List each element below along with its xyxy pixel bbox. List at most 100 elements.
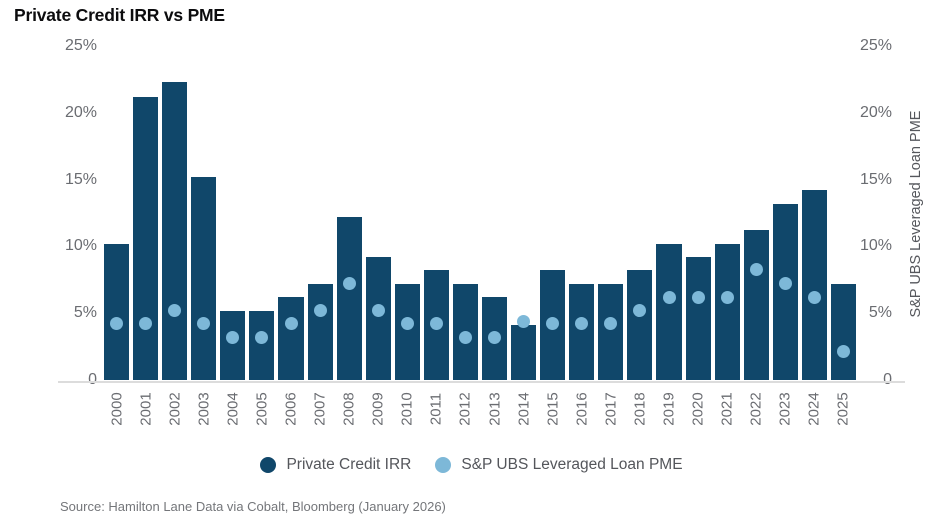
pme-dot: [720, 290, 734, 304]
x-tick: 2004: [220, 380, 245, 438]
source-note: Source: Hamilton Lane Data via Cobalt, B…: [60, 499, 446, 514]
irr-bar: [685, 257, 711, 380]
x-tick-label: 2011: [427, 392, 445, 426]
legend-item-private-credit-irr: Private Credit IRR: [260, 456, 411, 474]
irr-bar: [830, 283, 857, 380]
pme-dot: [517, 314, 531, 328]
y-tick-label-right: 0: [883, 371, 892, 388]
irr-bar: [365, 257, 391, 380]
irr-bar: [162, 82, 188, 380]
irr-legend-label: Private Credit IRR: [286, 456, 412, 473]
irr-bar: [220, 310, 246, 380]
x-tick: 2008: [337, 380, 362, 438]
irr-legend-swatch-icon: [260, 457, 277, 473]
x-tick: 2003: [191, 380, 216, 438]
bar-column-2002: 2002: [162, 46, 188, 426]
irr-bar: [511, 325, 537, 380]
x-tick-label: 2010: [398, 392, 416, 426]
pme-legend-swatch-icon: [435, 457, 452, 473]
legend: Private Credit IRR S&P UBS Leveraged Loa…: [0, 456, 943, 474]
x-tick-label: 2015: [544, 392, 562, 426]
bar-column-2014: 2014: [511, 46, 537, 426]
bar-column-2017: 2017: [598, 46, 624, 426]
pme-dot: [836, 345, 850, 359]
irr-bar: [249, 310, 275, 380]
irr-bar: [627, 270, 653, 380]
x-tick: 2010: [395, 380, 420, 438]
x-tick: 2020: [686, 380, 711, 438]
x-tick: 2001: [133, 380, 158, 438]
irr-bar: [714, 243, 740, 380]
y-tick-label-right: 5%: [868, 304, 892, 322]
x-tick-label: 2014: [515, 392, 533, 426]
pme-dot: [575, 317, 589, 331]
pme-dot: [168, 304, 182, 317]
irr-bar: [336, 217, 362, 380]
x-tick: 2021: [715, 380, 740, 438]
pme-dot: [429, 317, 443, 331]
pme-dot: [662, 290, 676, 304]
bar-column-2021: 2021: [714, 46, 740, 426]
x-tick-label: 2002: [166, 392, 184, 426]
x-tick-label: 2016: [573, 392, 591, 426]
chart-title: Private Credit IRR vs PME: [14, 5, 225, 25]
bar-column-2018: 2018: [627, 46, 653, 426]
right-axis-title: S&P UBS Leveraged Loan PME: [908, 110, 924, 318]
bar-column-2012: 2012: [452, 46, 479, 426]
x-tick-label: 2017: [602, 392, 620, 426]
irr-bar: [307, 283, 333, 380]
bar-column-2011: 2011: [423, 46, 449, 425]
bar-column-2024: 2024: [801, 46, 827, 426]
x-tick: 2019: [656, 380, 681, 438]
irr-bar: [394, 283, 420, 380]
pme-dot: [110, 317, 124, 331]
bar-column-2019: 2019: [656, 46, 682, 426]
bar-column-2020: 2020: [685, 46, 711, 426]
x-tick: 2014: [511, 380, 536, 438]
y-tick-label-left: 15%: [64, 170, 97, 188]
irr-bar: [133, 96, 159, 380]
pme-legend-label: S&P UBS Leveraged Loan PME: [461, 456, 683, 473]
bar-column-2023: 2023: [772, 46, 798, 426]
y-tick-label-right: 20%: [859, 103, 892, 121]
pme-dot: [371, 304, 385, 317]
x-axis-line: [58, 381, 905, 383]
irr-bar: [191, 176, 217, 380]
x-tick-label: 2019: [660, 392, 678, 426]
x-tick-label: 2013: [486, 392, 504, 426]
pme-dot: [749, 262, 763, 276]
x-tick-label: 2000: [108, 392, 126, 426]
x-tick-label: 2005: [253, 392, 271, 426]
x-tick-label: 2020: [689, 392, 707, 426]
x-tick-label: 2003: [195, 392, 213, 426]
bar-column-2004: 2004: [220, 46, 246, 426]
pme-dot: [458, 330, 472, 344]
pme-dot: [400, 317, 414, 331]
irr-bar: [104, 243, 130, 380]
irr-bar: [656, 243, 682, 380]
bar-column-2008: 2008: [336, 46, 362, 426]
plot-columns: 2000 2001 2002 2003 2004 2005 2006 2007 2008 2009…: [104, 46, 857, 426]
bar-column-2016: 2016: [569, 46, 595, 426]
x-tick-label: 2024: [805, 392, 823, 426]
bar-column-2015: 2015: [540, 46, 566, 426]
bar-column-2000: 2000: [104, 46, 130, 426]
pme-dot: [197, 317, 211, 331]
x-tick-label: 2021: [718, 392, 736, 426]
x-tick-label: 2008: [340, 392, 358, 426]
pme-dot: [342, 277, 356, 291]
x-tick-label: 2001: [137, 392, 155, 426]
irr-bar: [598, 283, 624, 380]
irr-bar: [743, 230, 769, 380]
x-tick: 2025: [831, 380, 856, 438]
bar-column-2010: 2010: [394, 46, 420, 426]
y-tick-label-left: 20%: [64, 103, 97, 121]
bar-column-2007: 2007: [307, 46, 333, 426]
x-tick: 2007: [308, 380, 333, 438]
x-tick: 2015: [540, 380, 565, 438]
x-tick: 2006: [278, 380, 303, 438]
x-tick: 2009: [366, 380, 391, 438]
x-tick: 2024: [802, 380, 827, 438]
irr-bar: [278, 297, 304, 380]
